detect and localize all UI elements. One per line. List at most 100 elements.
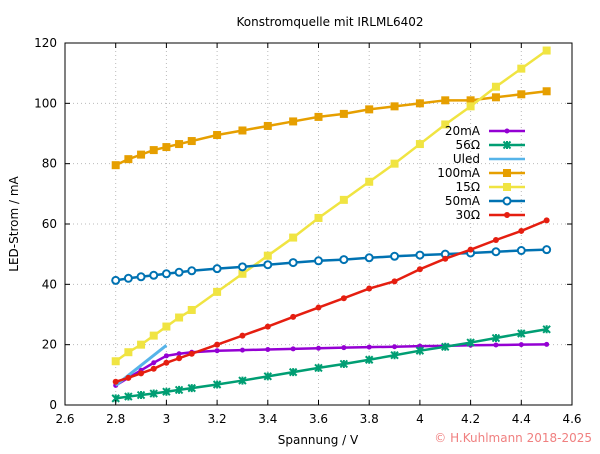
data-point (149, 389, 158, 398)
data-point (492, 236, 499, 243)
data-point (163, 359, 170, 366)
legend-marker (503, 169, 511, 177)
data-point (314, 112, 323, 121)
data-point (390, 102, 399, 111)
legend-label: 100mA (437, 166, 481, 180)
data-point (366, 344, 372, 350)
data-point (315, 304, 322, 311)
series-100mA (111, 87, 551, 170)
data-point (314, 256, 323, 266)
series-56 (111, 325, 551, 403)
data-point (491, 93, 500, 102)
data-point (163, 353, 169, 359)
data-point (151, 360, 157, 366)
data-point (137, 150, 146, 159)
y-tick-label: 100 (34, 96, 57, 110)
data-point (238, 376, 247, 385)
data-point (136, 390, 146, 400)
data-point (339, 195, 348, 204)
data-point (136, 272, 146, 282)
data-point (339, 255, 349, 265)
data-point (187, 383, 196, 393)
x-tick-label: 3 (163, 412, 171, 426)
data-point (517, 329, 526, 338)
y-tick-label: 120 (34, 36, 57, 50)
data-point (149, 270, 159, 280)
x-tick-label: 3.8 (360, 412, 379, 426)
data-point (124, 392, 133, 401)
data-point (214, 341, 221, 348)
data-point (175, 313, 184, 322)
data-point (466, 96, 475, 105)
data-point (212, 264, 222, 274)
chart-title: Konstromquelle mit IRLML6402 (236, 15, 423, 29)
data-point (415, 140, 424, 149)
data-point (162, 322, 171, 331)
data-point (138, 370, 145, 377)
data-point (212, 380, 222, 389)
x-tick-label: 2.8 (106, 412, 125, 426)
y-tick-label: 40 (42, 277, 57, 291)
x-tick-label: 3.2 (208, 412, 227, 426)
legend-marker (502, 196, 512, 206)
data-point (263, 121, 272, 130)
x-axis-label: Spannung / V (278, 433, 359, 447)
data-point (417, 343, 423, 349)
data-point (491, 333, 501, 343)
data-point (365, 105, 374, 114)
x-tick-label: 4.2 (461, 412, 480, 426)
copyright: © H.Kuhlmann 2018-2025 (434, 431, 592, 445)
series-line (115, 90, 547, 167)
x-tick-label: 3.4 (258, 412, 277, 426)
data-point (364, 253, 374, 263)
data-point (290, 313, 297, 320)
legend-marker (503, 183, 511, 191)
data-point (213, 287, 222, 296)
data-point (124, 348, 133, 357)
data-point (112, 378, 119, 385)
data-point (289, 117, 298, 126)
series-layer (111, 46, 552, 403)
data-point (237, 262, 247, 272)
data-point (543, 217, 550, 224)
data-point (288, 258, 298, 268)
data-point (542, 245, 552, 255)
data-point (174, 267, 184, 277)
data-point (442, 255, 449, 262)
data-point (390, 251, 400, 261)
data-point (214, 348, 220, 354)
data-point (289, 233, 298, 242)
data-point (390, 159, 399, 168)
series-50mA (111, 245, 552, 285)
data-point (239, 332, 246, 339)
data-point (111, 357, 120, 366)
data-point (493, 342, 499, 348)
x-tick-label: 4 (416, 412, 424, 426)
legend-marker (504, 128, 510, 134)
data-point (517, 90, 526, 99)
data-point (238, 126, 247, 135)
data-point (517, 64, 526, 73)
data-point (542, 46, 551, 55)
data-point (263, 372, 273, 381)
data-point (415, 250, 425, 260)
data-point (264, 323, 271, 330)
data-point (187, 266, 197, 276)
series-15 (111, 46, 551, 366)
data-point (416, 266, 423, 273)
data-point (365, 177, 374, 186)
data-point (542, 87, 551, 96)
series-30 (112, 217, 550, 385)
data-point (111, 161, 120, 170)
data-point (340, 295, 347, 302)
data-point (111, 275, 121, 285)
legend-label: Uled (453, 152, 480, 166)
data-point (263, 251, 272, 260)
x-tick-label: 4.6 (562, 412, 581, 426)
data-point (124, 155, 133, 164)
data-point (516, 246, 526, 256)
legend-label: 50mA (445, 194, 481, 208)
data-point (441, 342, 450, 351)
data-point (238, 269, 247, 278)
